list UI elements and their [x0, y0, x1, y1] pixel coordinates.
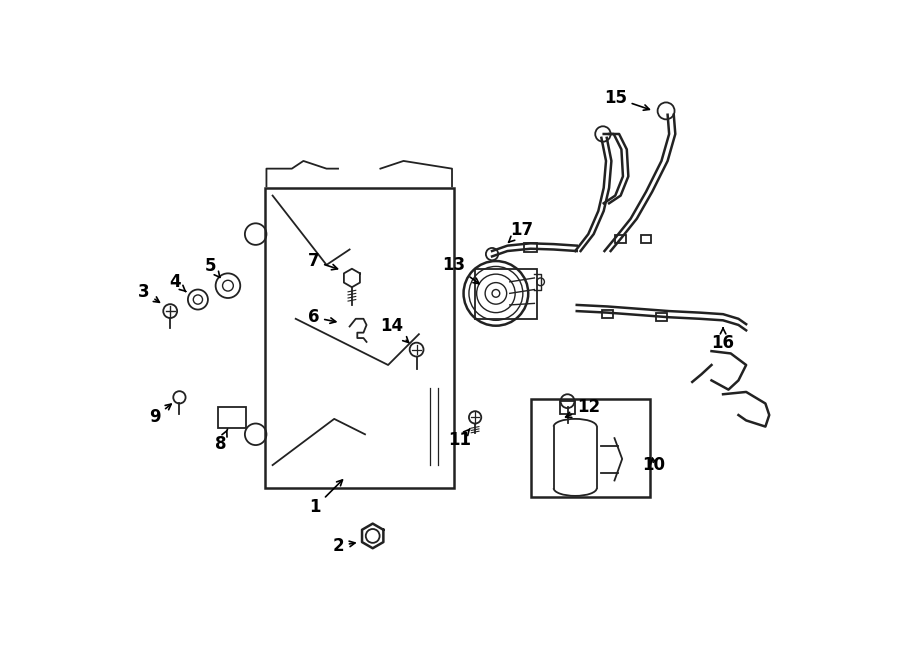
Text: 6: 6: [308, 308, 336, 327]
Bar: [530, 399, 650, 498]
Text: 12: 12: [565, 399, 600, 418]
Bar: [218, 407, 246, 428]
Text: 1: 1: [310, 480, 343, 516]
Text: 5: 5: [205, 257, 220, 278]
Bar: [602, 310, 613, 318]
Text: 8: 8: [215, 429, 228, 453]
Text: 10: 10: [643, 456, 665, 474]
Bar: [641, 235, 652, 243]
Text: 4: 4: [169, 273, 185, 292]
Text: 17: 17: [508, 221, 533, 243]
Text: 2: 2: [332, 537, 355, 555]
Text: 16: 16: [712, 328, 734, 352]
Text: 9: 9: [149, 404, 171, 426]
Text: 11: 11: [448, 428, 472, 449]
Bar: [560, 401, 575, 414]
Bar: [265, 188, 454, 488]
Text: 14: 14: [381, 317, 409, 342]
Text: 15: 15: [604, 89, 650, 110]
Text: 13: 13: [442, 256, 479, 284]
Bar: [656, 313, 667, 321]
Text: 3: 3: [139, 283, 159, 302]
Bar: [616, 235, 626, 243]
Bar: [475, 269, 536, 319]
Bar: [525, 243, 536, 252]
Text: 7: 7: [308, 252, 338, 270]
